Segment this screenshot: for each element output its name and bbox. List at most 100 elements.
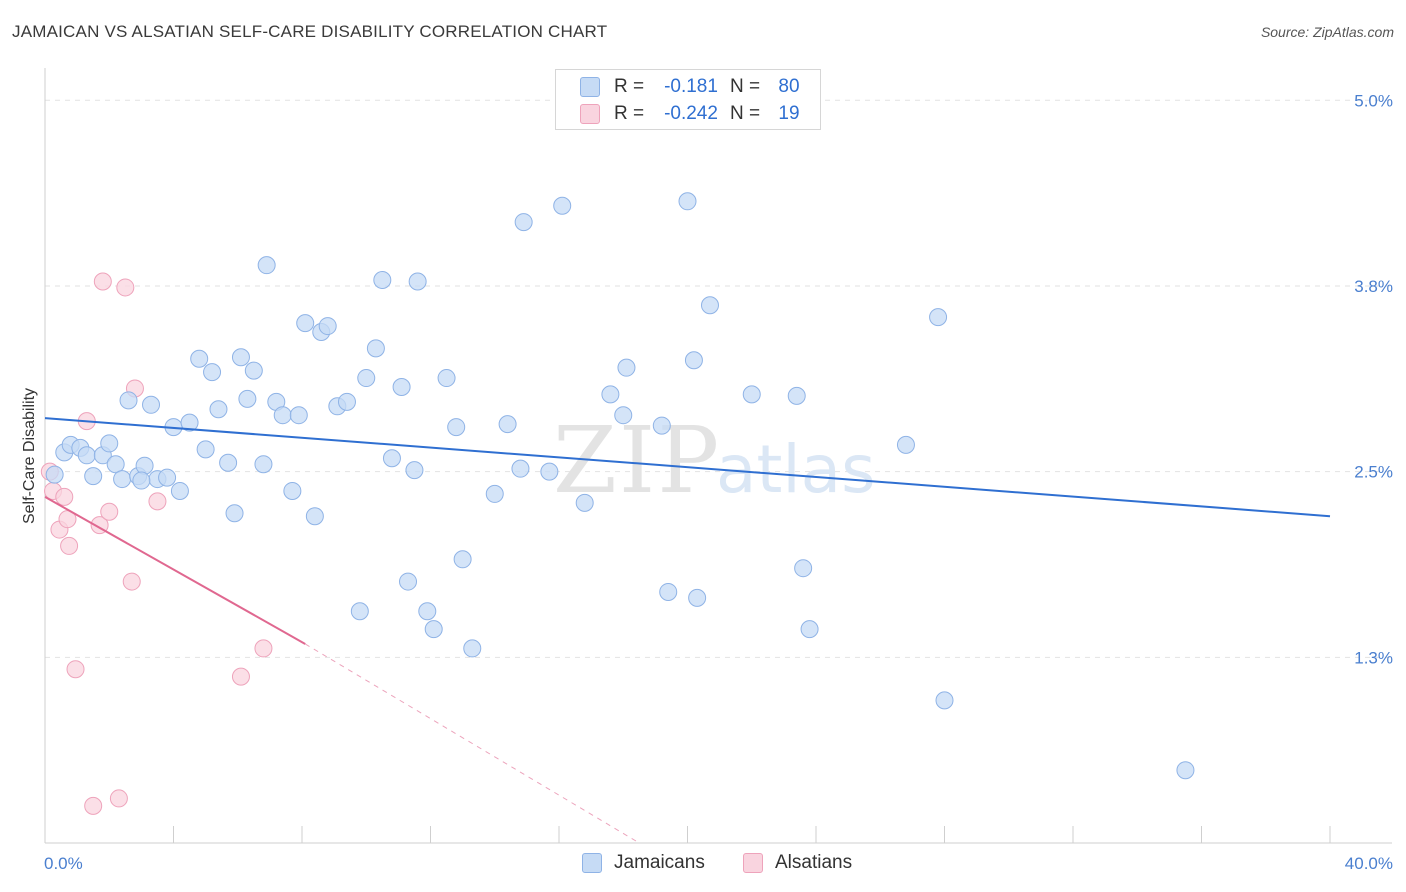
jamaican-point <box>935 691 954 710</box>
jamaican-point <box>273 406 292 425</box>
jamaican-point <box>418 602 437 621</box>
jamaican-point <box>296 314 315 333</box>
jamaican-point <box>196 440 215 459</box>
jamaican-point <box>170 481 189 500</box>
jamaican-point <box>614 406 633 425</box>
legend-n-value: 19 <box>778 103 800 124</box>
jamaican-point <box>158 468 177 487</box>
jamaican-point <box>135 456 154 475</box>
trend-lines <box>44 417 1331 844</box>
jamaican-point <box>254 455 273 474</box>
jamaican-point <box>678 192 697 211</box>
jamaican-point <box>514 213 533 232</box>
jamaican-point <box>119 391 138 410</box>
jamaican-point <box>463 639 482 658</box>
jamaican-point <box>84 467 103 486</box>
jamaican-point <box>357 369 376 388</box>
jamaican-point <box>77 446 96 465</box>
legend-row-jamaicans: R = -0.181 N = 80 <box>556 74 804 100</box>
jamaican-point <box>447 418 466 437</box>
jamaican-point <box>659 582 678 601</box>
jamaican-point <box>132 471 151 490</box>
chart-title: JAMAICAN VS ALSATIAN SELF-CARE DISABILIT… <box>12 22 608 41</box>
jamaican-trend-line <box>44 417 1331 518</box>
jamaican-point <box>1176 761 1195 780</box>
jamaican-point <box>209 400 228 419</box>
alsatian-point <box>254 639 273 658</box>
jamaican-point <box>225 504 244 523</box>
alsatian-point <box>231 667 250 686</box>
grid <box>45 99 1392 658</box>
jamaican-point <box>652 416 671 435</box>
y-axis-label: Self-Care Disability <box>21 388 38 524</box>
jamaican-point <box>350 602 369 621</box>
jamaican-point <box>424 620 443 639</box>
jamaican-point <box>408 272 427 291</box>
alsatian-point <box>55 487 74 506</box>
jamaican-point <box>318 317 337 336</box>
jamaican-point <box>684 351 703 370</box>
jamaican-point <box>575 493 594 512</box>
jamaican-point <box>382 449 401 468</box>
watermark-atlas: atlas <box>716 431 876 508</box>
y-tick-label: 1.3% <box>1354 648 1393 667</box>
series-label-alsatians: Alsatians <box>775 852 853 873</box>
jamaican-point <box>366 339 385 358</box>
jamaican-point <box>453 550 472 569</box>
legend-r-value: -0.242 <box>664 103 718 124</box>
axis-labels: 1.3% 2.5% 3.8% 5.0% 0.0% 40.0% Self-Care Disab… <box>21 91 1393 873</box>
jamaican-point <box>190 349 209 368</box>
alsatian-point <box>100 502 119 521</box>
alsatian-point <box>116 278 135 297</box>
x-tick-label: 0.0% <box>44 854 83 873</box>
jamaican-point <box>498 415 517 434</box>
alsatian-point <box>148 492 167 511</box>
jamaican-point <box>553 196 572 215</box>
jamaican-point <box>337 392 356 411</box>
series-swatch-pink <box>743 853 763 873</box>
jamaican-point <box>106 455 125 474</box>
jamaican-point <box>289 406 308 425</box>
jamaican-point <box>257 256 276 275</box>
legend-r-value: -0.181 <box>664 76 718 97</box>
watermark: ZIP atlas <box>553 407 876 514</box>
alsatian-point <box>109 789 128 808</box>
alsatian-point <box>84 796 103 815</box>
legend-r-label: R = <box>614 103 645 124</box>
jamaican-point <box>231 348 250 367</box>
jamaican-point <box>794 559 813 578</box>
legend-n-label: N = <box>730 76 761 97</box>
y-tick-label: 3.8% <box>1354 277 1393 296</box>
x-tick-label: 40.0% <box>1345 854 1393 873</box>
jamaican-point <box>113 470 132 489</box>
jamaican-point <box>238 389 257 408</box>
jamaican-point <box>929 308 948 327</box>
jamaican-point <box>437 369 456 388</box>
alsatian-trend-line <box>44 496 306 645</box>
alsatian-points <box>40 272 273 815</box>
jamaican-point <box>485 484 504 503</box>
jamaican-points <box>45 192 1195 780</box>
y-tick-label: 2.5% <box>1354 463 1393 482</box>
legend-n-value: 80 <box>778 76 800 97</box>
source-label: Source: ZipAtlas.com <box>1260 24 1394 40</box>
jamaican-point <box>142 395 161 414</box>
jamaican-point <box>244 361 263 380</box>
jamaican-point <box>373 271 392 290</box>
legend-r-label: R = <box>614 76 645 97</box>
series-legend: Jamaicans Alsatians <box>0 852 1406 878</box>
jamaican-point <box>787 386 806 405</box>
jamaican-point <box>405 461 424 480</box>
jamaican-point <box>540 462 559 481</box>
jamaican-point <box>399 572 418 591</box>
jamaican-point <box>896 435 915 454</box>
jamaican-point <box>392 377 411 396</box>
jamaican-point <box>700 296 719 315</box>
alsatian-point <box>66 660 85 679</box>
series-label-jamaicans: Jamaicans <box>614 852 705 873</box>
y-tick-label: 5.0% <box>1354 91 1393 110</box>
series-swatch-blue <box>582 853 602 873</box>
correlation-legend: R = -0.181 N = 80 R = -0.242 N = 19 <box>555 69 821 130</box>
alsatian-point <box>93 272 112 291</box>
